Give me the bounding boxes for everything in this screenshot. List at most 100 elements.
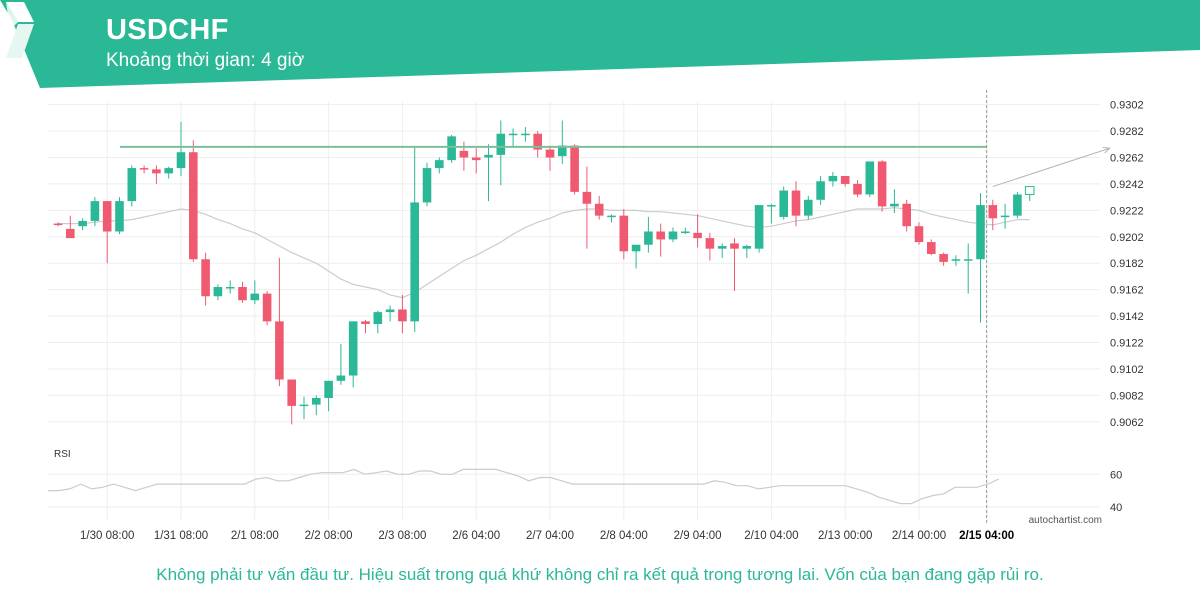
candle-down [705,232,715,261]
candle-body [102,201,112,232]
candles-layer [53,120,1035,425]
candle-body [631,244,641,252]
candle-up [164,166,173,179]
candle-body [410,202,419,322]
candle-body [705,238,715,249]
candle-up [521,127,530,142]
watermark: autochartist.com [1029,515,1102,526]
rsi-tick-label: 40 [1110,502,1122,514]
candle-up [828,172,838,187]
price-tick-label: 0.9062 [1110,417,1144,429]
price-tick-label: 0.9302 [1110,100,1144,112]
candle-body [558,145,567,157]
time-tick-label: 2/2 08:00 [305,530,353,542]
candle-up [385,305,395,322]
price-tick-label: 0.9102 [1110,364,1144,376]
candle-down [398,294,407,334]
candle-up [115,197,124,235]
candle-down [914,222,924,245]
candle-body [164,168,173,174]
candle-body [422,168,432,203]
candle-body [779,190,788,217]
interval-subtitle: Khoảng thời gian: 4 giờ [106,50,305,71]
candle-up [631,244,641,269]
candle-up [176,121,186,176]
time-tick-label: 1/31 08:00 [154,530,208,542]
price-tick-label: 0.9162 [1110,285,1144,297]
candle-body [521,133,530,136]
candle-body [890,203,899,207]
candle-body [299,404,309,407]
candle-down [582,166,592,249]
candle-body [435,160,444,169]
candle-body [754,205,764,249]
price-axis: 0.9302 0.9282 0.9262 0.9242 0.9222 0.9202 0.91… [1110,100,1144,429]
candle-body [927,242,936,254]
candle-body [348,321,358,376]
time-tick-label: 1/30 08:00 [80,530,134,542]
candle-body [545,149,555,158]
candle-up [348,321,358,388]
candle-down [533,131,542,158]
candle-body [66,228,75,239]
price-tick-label: 0.9282 [1110,126,1144,138]
time-tick-label: 2/14 00:00 [892,530,946,542]
candle-body [877,161,887,207]
candle-up [422,162,432,207]
candle-down [656,223,665,257]
candle-body [742,246,752,249]
candle-down [853,179,862,198]
candle-down [902,199,911,232]
candle-up [865,161,875,198]
price-tick-label: 0.9202 [1110,232,1144,244]
candle-down [619,209,629,260]
candle-up [976,193,985,323]
candle-body [78,220,87,227]
candle-body [902,203,911,227]
candle-body [828,176,838,182]
candle-body [840,176,850,184]
candle-body [471,157,481,161]
time-tick-label: 2/8 04:00 [600,530,648,542]
candle-up [668,227,678,243]
candle-up [336,343,346,385]
overlay-layer [120,90,1111,525]
candle-body [398,309,407,322]
candle-down [988,199,998,231]
time-tick-label: 2/10 04:00 [744,530,798,542]
rsi-label: RSI [54,449,71,460]
header-banner: USDCHF Khoảng thời gian: 4 giờ [0,0,1200,90]
candle-body [250,293,260,301]
header-background [0,0,1200,88]
candle-up [681,227,690,235]
candle-body [570,145,579,192]
candle-body [594,203,604,216]
candle-up [484,144,493,202]
candle-up [508,128,518,147]
candle-up [250,280,260,305]
candle-up [1000,203,1010,229]
forecast-arrowhead [1102,146,1111,154]
candle-down [102,201,112,264]
candle-down [693,214,702,248]
candle-body [804,199,813,216]
current-time-label: 2/15 04:00 [959,530,1014,542]
candle-up [951,255,961,266]
candle-body [385,309,395,313]
candle-body [373,312,383,324]
candle-body [53,223,63,226]
candle-body [767,205,776,207]
candle-body [189,152,198,260]
candle-body [508,133,518,136]
candle-body [988,205,998,219]
candle-up [435,157,444,174]
rsi-tick-label: 60 [1110,469,1122,481]
current-candle [1024,186,1035,202]
candle-body [582,191,592,204]
price-tick-label: 0.9182 [1110,258,1144,270]
price-tick-label: 0.9142 [1110,311,1144,323]
candle-body [951,259,961,261]
candle-up [816,176,825,206]
candle-up [754,205,764,253]
candle-body [681,231,690,233]
